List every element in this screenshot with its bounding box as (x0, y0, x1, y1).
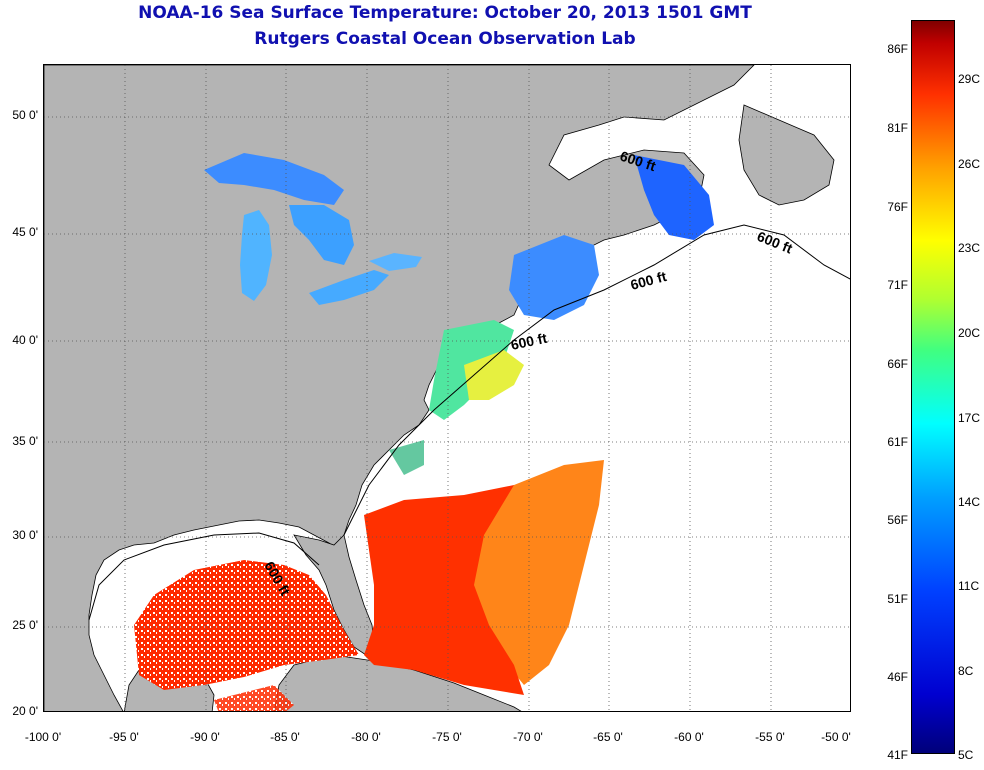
lat-tick-40: 40 0' (12, 333, 38, 347)
cb-c-14: 14C (958, 495, 981, 509)
sst-gulf-stream-red (364, 485, 524, 695)
sst-gulf-of-mexico (134, 560, 359, 690)
sst-lake-erie (309, 270, 389, 305)
lat-tick-50: 50 0' (12, 108, 38, 122)
temperature-colorbar (911, 20, 955, 754)
sst-lake-huron (289, 205, 354, 265)
cb-f-76: 76F (887, 200, 908, 214)
lon-tick-85: -85 0' (270, 730, 300, 744)
cb-f-41: 41F (887, 748, 908, 762)
cb-c-17: 17C (958, 411, 981, 425)
lon-tick-70: -70 0' (513, 730, 543, 744)
lon-tick-100: -100 0' (24, 730, 62, 744)
isobath-label-mid-atlantic: 600 ft (509, 330, 548, 353)
cb-f-61: 61F (887, 435, 908, 449)
sst-lake-michigan (240, 210, 272, 301)
sst-gulf-of-maine (509, 235, 599, 320)
cb-c-11: 11C (958, 579, 980, 593)
lon-tick-55: -55 0' (755, 730, 785, 744)
graticule (44, 65, 850, 711)
lon-tick-50: -50 0' (821, 730, 851, 744)
sst-carolina-coast (389, 440, 424, 475)
cb-f-51: 51F (887, 592, 908, 606)
cb-c-26: 26C (958, 157, 981, 171)
lat-tick-30: 30 0' (12, 528, 38, 542)
lon-tick-60: -60 0' (674, 730, 704, 744)
cb-c-23: 23C (958, 241, 981, 255)
sst-lake-ontario (369, 253, 422, 271)
cb-c-5: 5C (958, 748, 974, 762)
isobath-600ft (88, 224, 850, 621)
cb-f-46: 46F (887, 670, 908, 684)
lon-tick-95: -95 0' (109, 730, 139, 744)
cb-c-20: 20C (958, 326, 981, 340)
lat-tick-20: 20 0' (12, 704, 38, 718)
lon-tick-65: -65 0' (593, 730, 623, 744)
land-newfoundland (738, 104, 835, 206)
cb-f-71: 71F (887, 278, 908, 292)
cb-f-56: 56F (887, 513, 908, 527)
cb-f-86: 86F (887, 42, 908, 56)
sst-map: 600 ft 600 ft 600 ft 600 ft 600 ft (43, 64, 851, 712)
cb-c-29: 29C (958, 72, 981, 86)
lon-tick-75: -75 0' (432, 730, 462, 744)
lat-tick-35: 35 0' (12, 434, 38, 448)
sst-mid-atlantic-warm (464, 350, 524, 400)
lon-tick-80: -80 0' (351, 730, 381, 744)
cb-c-8: 8C (958, 664, 974, 678)
cb-f-81: 81F (887, 121, 908, 135)
sst-map-canvas: 600 ft 600 ft 600 ft 600 ft 600 ft (44, 65, 850, 711)
lat-tick-25: 25 0' (12, 618, 38, 632)
lat-tick-45: 45 0' (12, 225, 38, 239)
cb-f-66: 66F (887, 357, 908, 371)
sst-caribbean (214, 685, 294, 711)
lon-tick-90: -90 0' (190, 730, 220, 744)
map-title: NOAA-16 Sea Surface Temperature: October… (138, 3, 752, 23)
sst-lake-superior (204, 153, 344, 205)
map-subtitle: Rutgers Coastal Ocean Observation Lab (254, 29, 636, 49)
sst-gulf-st-lawrence (634, 155, 714, 240)
